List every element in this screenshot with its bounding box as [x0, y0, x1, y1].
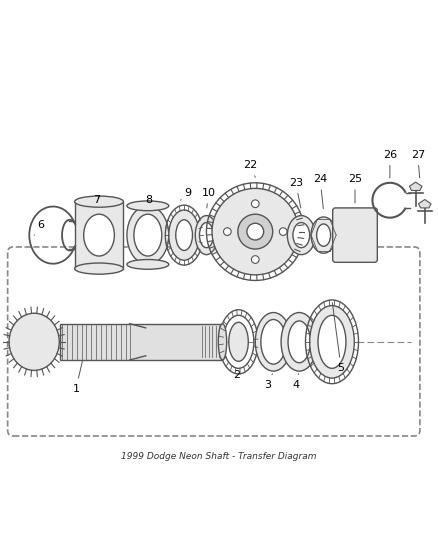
Circle shape: [251, 256, 259, 263]
Text: 25: 25: [348, 174, 362, 203]
Ellipse shape: [287, 215, 315, 255]
Text: 3: 3: [264, 374, 272, 390]
Ellipse shape: [199, 223, 213, 248]
Ellipse shape: [261, 319, 286, 364]
Polygon shape: [418, 199, 431, 208]
Polygon shape: [410, 182, 422, 190]
Ellipse shape: [176, 220, 192, 251]
Ellipse shape: [195, 215, 218, 255]
Ellipse shape: [310, 305, 354, 378]
Circle shape: [247, 223, 264, 240]
Ellipse shape: [345, 220, 365, 251]
Ellipse shape: [127, 206, 169, 264]
Ellipse shape: [293, 223, 310, 248]
Ellipse shape: [288, 321, 311, 363]
Ellipse shape: [311, 217, 336, 253]
Ellipse shape: [281, 312, 318, 371]
Ellipse shape: [318, 316, 346, 368]
Circle shape: [223, 228, 231, 236]
Polygon shape: [60, 324, 223, 360]
Text: 9: 9: [180, 188, 191, 200]
Text: 22: 22: [243, 160, 258, 177]
Ellipse shape: [127, 260, 169, 269]
Text: 5: 5: [332, 303, 345, 373]
Ellipse shape: [218, 324, 227, 360]
Bar: [74, 201, 124, 269]
Ellipse shape: [9, 313, 59, 370]
Circle shape: [251, 200, 259, 207]
Text: 26: 26: [383, 150, 397, 178]
Text: 7: 7: [93, 195, 100, 205]
Ellipse shape: [317, 224, 331, 246]
Ellipse shape: [134, 214, 162, 256]
FancyBboxPatch shape: [333, 208, 377, 262]
Text: 10: 10: [201, 188, 215, 208]
Ellipse shape: [74, 196, 124, 207]
Ellipse shape: [74, 263, 124, 274]
Text: 4: 4: [292, 374, 299, 390]
Circle shape: [212, 188, 299, 275]
Text: 24: 24: [313, 174, 327, 208]
Text: 23: 23: [289, 178, 303, 208]
Text: 1999 Dodge Neon Shaft - Transfer Diagram: 1999 Dodge Neon Shaft - Transfer Diagram: [121, 452, 317, 461]
Text: 8: 8: [146, 195, 153, 205]
Text: 2: 2: [233, 369, 240, 379]
Ellipse shape: [84, 214, 114, 256]
Ellipse shape: [238, 214, 273, 249]
Ellipse shape: [229, 322, 248, 361]
Ellipse shape: [127, 201, 169, 211]
Text: 27: 27: [411, 150, 425, 178]
Text: 1: 1: [73, 361, 82, 393]
Ellipse shape: [169, 210, 199, 260]
Text: 6: 6: [34, 220, 45, 235]
Circle shape: [279, 228, 287, 236]
Ellipse shape: [255, 312, 292, 371]
